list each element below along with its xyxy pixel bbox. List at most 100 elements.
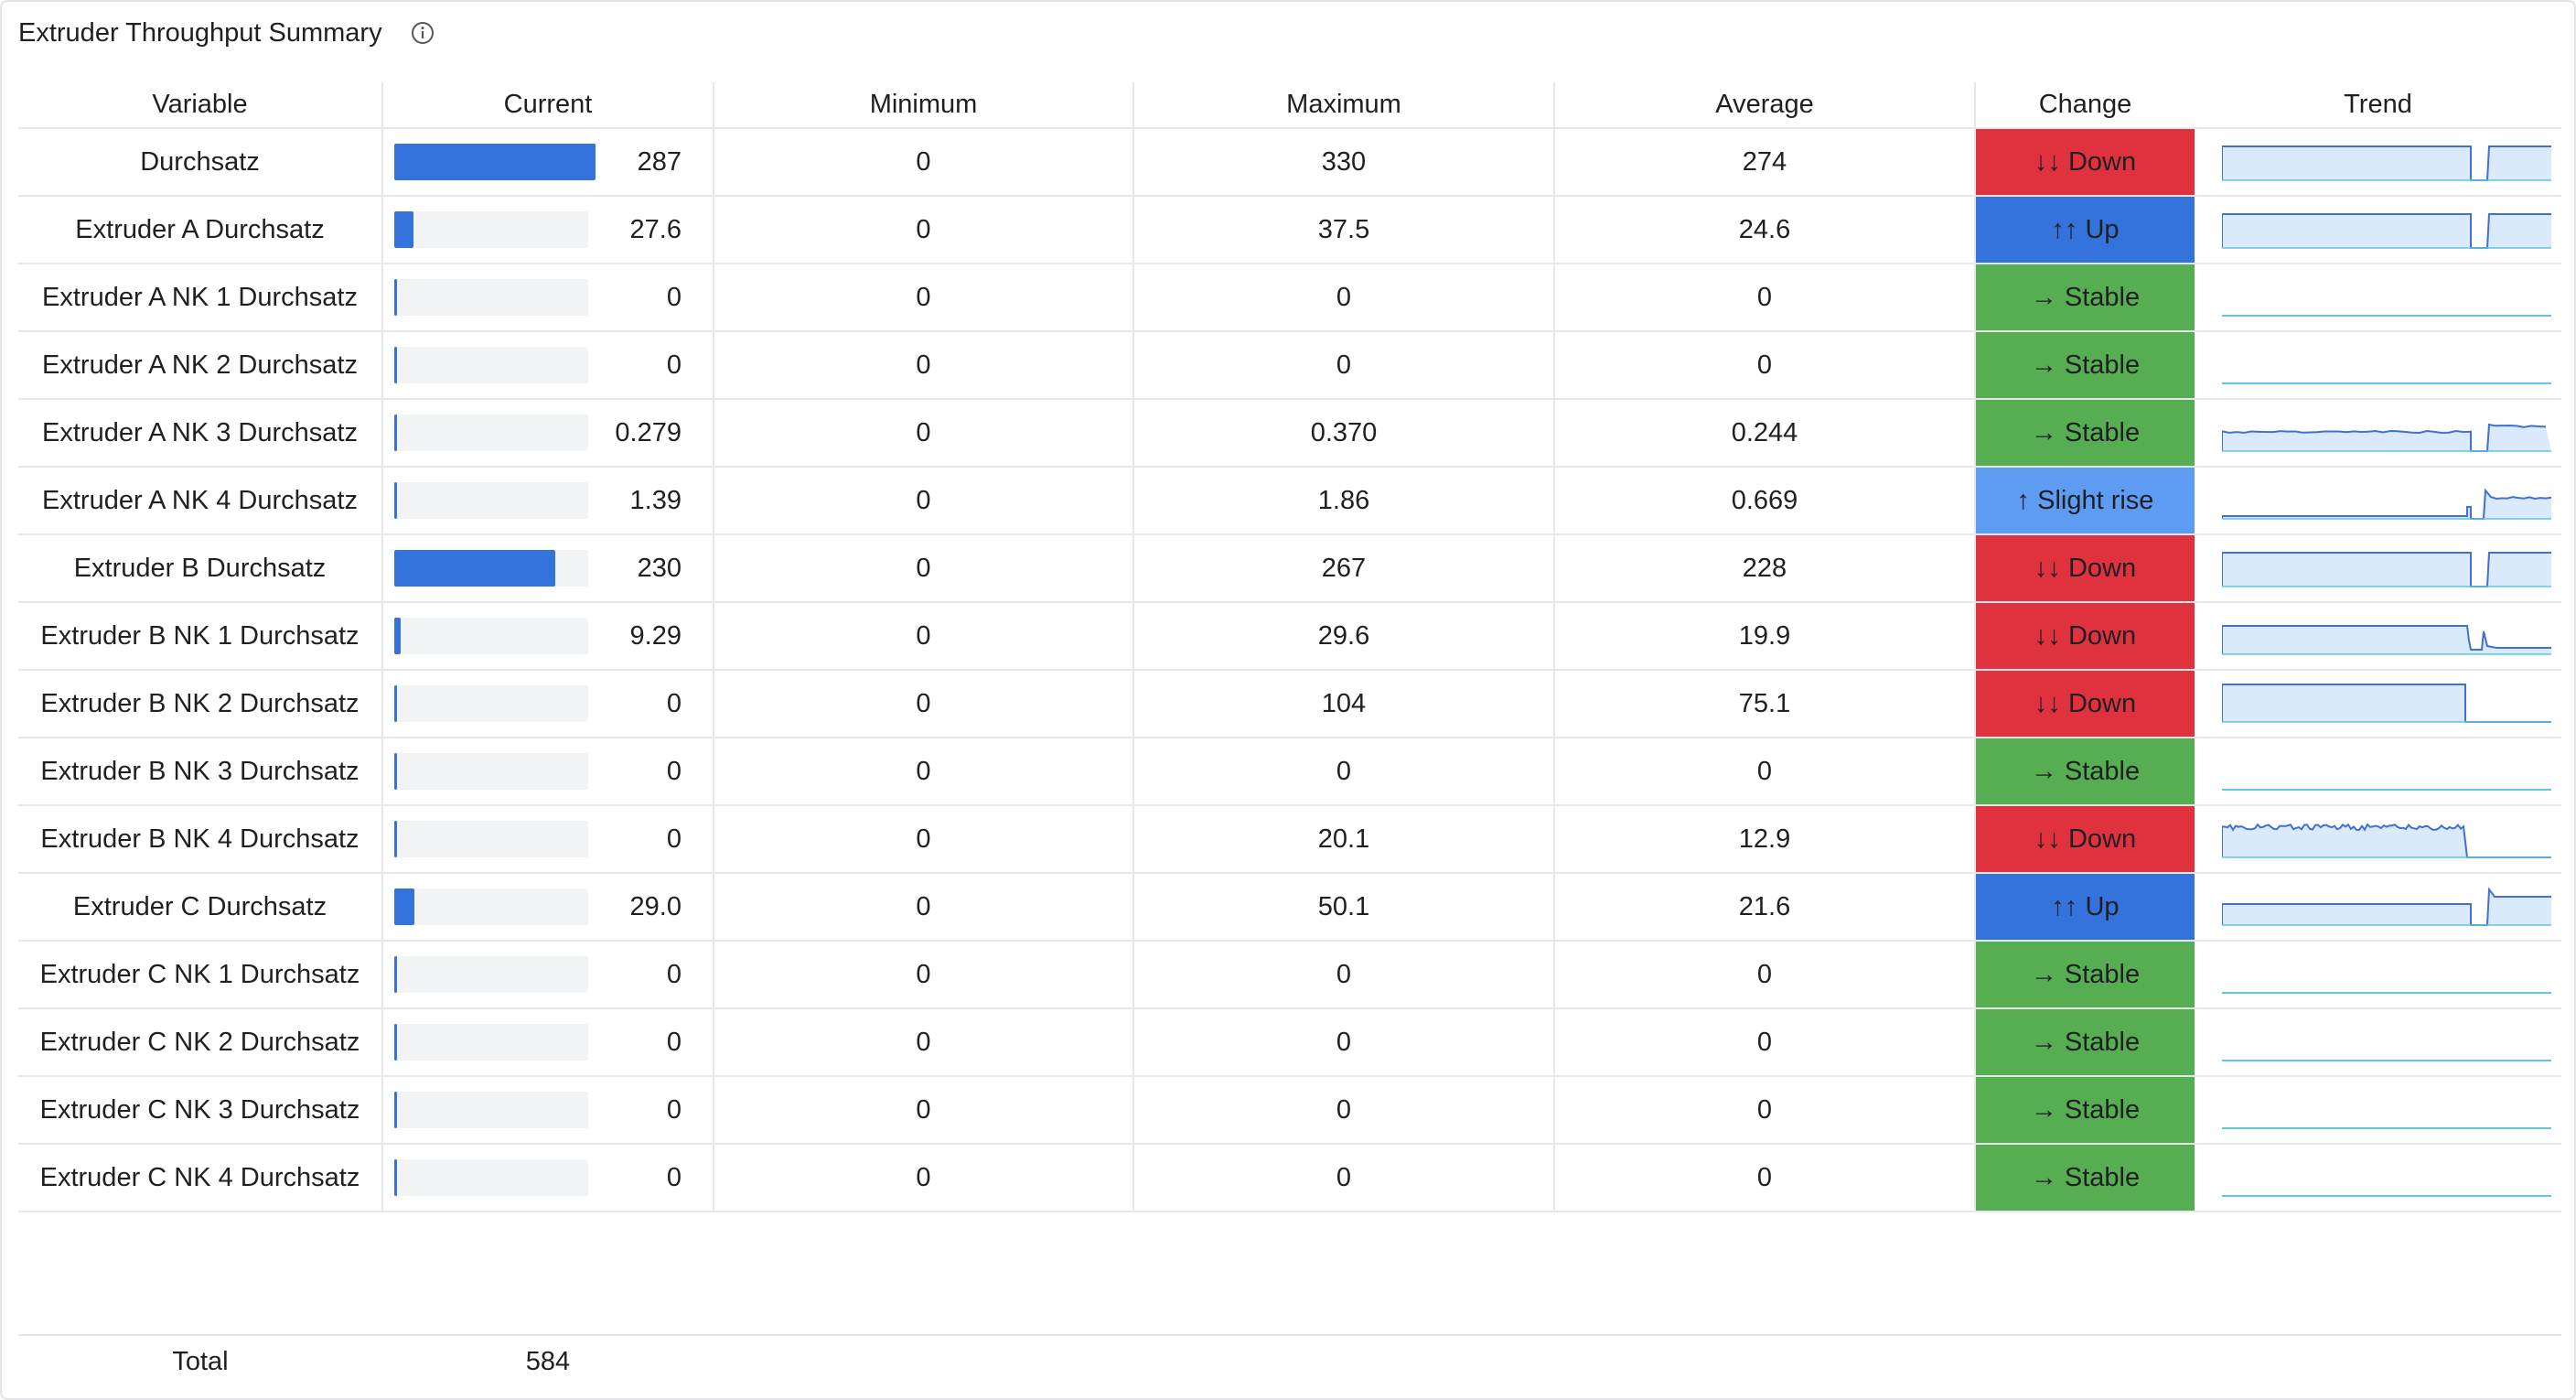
average-cell: 0 (1554, 1144, 1976, 1212)
current-bar-track (394, 211, 588, 248)
average-cell: 0 (1554, 1076, 1976, 1145)
minimum-cell: 0 (714, 602, 1134, 671)
trend-cell (2195, 873, 2561, 942)
variable-cell: Extruder C NK 3 Durchsatz (18, 1076, 383, 1145)
column-header-current[interactable]: Current (382, 82, 714, 129)
trend-sparkline (2222, 213, 2551, 249)
current-bar-track (394, 956, 588, 993)
table-row[interactable]: Extruder B NK 1 Durchsatz 9.29 0 29.6 19.9 ↓↓… (18, 602, 2561, 671)
current-value: 27.6 (629, 215, 682, 244)
current-value: 0 (666, 283, 682, 312)
minimum-cell: 0 (714, 128, 1134, 197)
current-bar-fill (394, 1159, 397, 1196)
table-row[interactable]: Extruder C NK 2 Durchsatz 0 0 0 0 → Stable (18, 1008, 2561, 1077)
table-row[interactable]: Extruder A NK 3 Durchsatz 0.279 0 0.370 0.24… (18, 399, 2561, 468)
change-cell: ↓↓ Down (1975, 805, 2195, 874)
current-cell: 0 (382, 941, 714, 1009)
minimum-cell: 0 (714, 1144, 1134, 1212)
table-row[interactable]: Extruder A NK 1 Durchsatz 0 0 0 0 → Stable (18, 264, 2561, 332)
current-bar-fill (394, 753, 397, 790)
current-bar-fill (394, 550, 556, 587)
trend-sparkline (2222, 382, 2551, 384)
minimum-cell: 0 (714, 1008, 1134, 1077)
trend-sparkline (2222, 315, 2551, 317)
trend-line (2222, 823, 2551, 858)
table-row[interactable]: Extruder A Durchsatz 27.6 0 37.5 24.6 ↑↑ Up (18, 196, 2561, 264)
column-header-maximum[interactable]: Maximum (1133, 82, 1555, 129)
current-bar-track (394, 415, 588, 451)
variable-cell: Extruder B NK 3 Durchsatz (18, 738, 383, 806)
trend-cell (2195, 738, 2561, 806)
maximum-cell: 0 (1133, 331, 1555, 400)
trend-cell (2195, 264, 2561, 332)
minimum-cell: 0 (714, 264, 1134, 332)
table-row[interactable]: Extruder B NK 3 Durchsatz 0 0 0 0 → Stable (18, 738, 2561, 806)
minimum-cell: 0 (714, 467, 1134, 535)
panel-header: Extruder Throughput Summary (18, 15, 435, 51)
trend-area (2222, 684, 2551, 722)
maximum-cell: 29.6 (1133, 602, 1555, 671)
table-row[interactable]: Extruder B NK 2 Durchsatz 0 0 104 75.1 ↓↓ Dow… (18, 670, 2561, 738)
current-value: 0 (666, 1163, 682, 1192)
variable-cell: Extruder C NK 2 Durchsatz (18, 1008, 383, 1077)
variable-cell: Extruder C NK 4 Durchsatz (18, 1144, 383, 1212)
current-value: 0.279 (615, 418, 682, 447)
column-header-change[interactable]: Change (1975, 82, 2195, 129)
trend-area (2222, 553, 2551, 587)
current-cell: 0 (382, 1076, 714, 1145)
average-cell: 19.9 (1554, 602, 1976, 671)
current-bar-fill (394, 821, 397, 857)
average-cell: 0 (1554, 264, 1976, 332)
change-cell: ↓↓ Down (1975, 602, 2195, 671)
table-row[interactable]: Extruder C Durchsatz 29.0 0 50.1 21.6 ↑↑ Up (18, 873, 2561, 942)
current-bar-fill (394, 415, 397, 451)
minimum-cell: 0 (714, 331, 1134, 400)
variable-cell: Durchsatz (18, 128, 383, 197)
change-cell: → Stable (1975, 738, 2195, 806)
minimum-cell: 0 (714, 399, 1134, 468)
change-badge: ↓↓ Down (2034, 147, 2137, 177)
change-cell: → Stable (1975, 264, 2195, 332)
trend-line (2222, 488, 2551, 520)
minimum-cell: 0 (714, 534, 1134, 603)
current-value: 0 (666, 960, 682, 989)
maximum-cell: 0 (1133, 1076, 1555, 1145)
minimum-cell: 0 (714, 941, 1134, 1009)
average-cell: 0.669 (1554, 467, 1976, 535)
table-row[interactable]: Extruder B Durchsatz 230 0 267 228 ↓↓ Down (18, 534, 2561, 603)
trend-cell (2195, 1144, 2561, 1212)
current-value: 230 (637, 554, 682, 583)
info-circle-icon[interactable] (410, 20, 435, 46)
change-cell: → Stable (1975, 399, 2195, 468)
change-badge: → Stable (2030, 1028, 2141, 1057)
change-cell: → Stable (1975, 941, 2195, 1009)
trend-sparkline (2222, 789, 2551, 791)
table-row[interactable]: Extruder B NK 4 Durchsatz 0 0 20.1 12.9 ↓↓ Do… (18, 805, 2561, 874)
change-cell: → Stable (1975, 331, 2195, 400)
table-row[interactable]: Extruder A NK 2 Durchsatz 0 0 0 0 → Stable (18, 331, 2561, 400)
average-cell: 21.6 (1554, 873, 1976, 942)
change-badge: ↓↓ Down (2034, 824, 2137, 854)
table-row[interactable]: Extruder C NK 4 Durchsatz 0 0 0 0 → Stable (18, 1144, 2561, 1212)
current-value: 0 (666, 824, 682, 854)
column-header-minimum[interactable]: Minimum (714, 82, 1134, 129)
column-header-trend[interactable]: Trend (2195, 82, 2561, 129)
table-row[interactable]: Durchsatz 287 0 330 274 ↓↓ Down (18, 128, 2561, 197)
trend-area (2222, 425, 2551, 451)
column-header-average[interactable]: Average (1554, 82, 1976, 129)
change-badge: ↑ Slight rise (2016, 486, 2154, 515)
table-row[interactable]: Extruder C NK 1 Durchsatz 0 0 0 0 → Stable (18, 941, 2561, 1009)
maximum-cell: 20.1 (1133, 805, 1555, 874)
current-cell: 29.0 (382, 873, 714, 942)
minimum-cell: 0 (714, 873, 1134, 942)
change-cell: → Stable (1975, 1144, 2195, 1212)
trend-sparkline (2222, 1060, 2551, 1061)
variable-cell: Extruder A NK 3 Durchsatz (18, 399, 383, 468)
table-row[interactable]: Extruder C NK 3 Durchsatz 0 0 0 0 → Stable (18, 1076, 2561, 1145)
change-badge: ↓↓ Down (2034, 621, 2137, 651)
trend-cell (2195, 331, 2561, 400)
current-cell: 0 (382, 264, 714, 332)
column-header-variable[interactable]: Variable (18, 82, 383, 129)
table-row[interactable]: Extruder A NK 4 Durchsatz 1.39 0 1.86 0.669 ↑… (18, 467, 2561, 535)
current-bar-track (394, 685, 588, 722)
